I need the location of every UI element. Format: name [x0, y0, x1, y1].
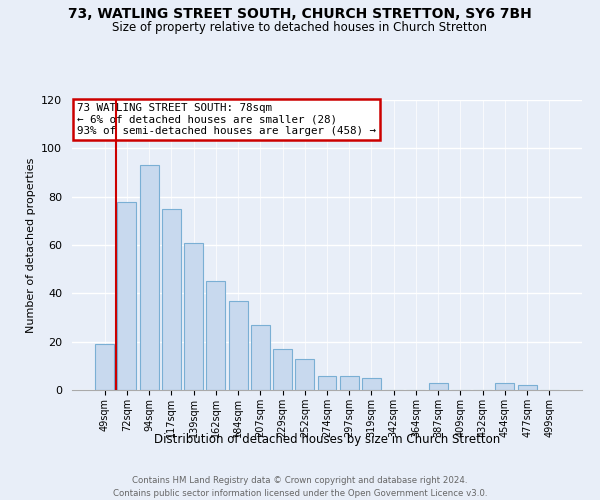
Bar	[162, 209, 181, 390]
Text: Distribution of detached houses by size in Church Stretton: Distribution of detached houses by size …	[154, 432, 500, 446]
Text: 73 WATLING STREET SOUTH: 78sqm
← 6% of detached houses are smaller (28)
93% of s: 73 WATLING STREET SOUTH: 78sqm ← 6% of d…	[77, 103, 376, 136]
Text: Size of property relative to detached houses in Church Stretton: Size of property relative to detached ho…	[113, 21, 487, 34]
Text: Contains public sector information licensed under the Open Government Licence v3: Contains public sector information licen…	[113, 489, 487, 498]
Bar	[184, 242, 203, 390]
Text: 73, WATLING STREET SOUTH, CHURCH STRETTON, SY6 7BH: 73, WATLING STREET SOUTH, CHURCH STRETTO…	[68, 8, 532, 22]
Bar	[496, 383, 514, 390]
Bar	[317, 376, 337, 390]
Bar	[118, 202, 136, 390]
Bar	[429, 383, 448, 390]
Bar	[206, 281, 225, 390]
Bar	[251, 325, 270, 390]
Bar	[273, 349, 292, 390]
Y-axis label: Number of detached properties: Number of detached properties	[26, 158, 35, 332]
Bar	[518, 385, 536, 390]
Bar	[362, 378, 381, 390]
Bar	[229, 300, 248, 390]
Bar	[140, 166, 158, 390]
Bar	[295, 358, 314, 390]
Bar	[340, 376, 359, 390]
Bar	[95, 344, 114, 390]
Text: Contains HM Land Registry data © Crown copyright and database right 2024.: Contains HM Land Registry data © Crown c…	[132, 476, 468, 485]
